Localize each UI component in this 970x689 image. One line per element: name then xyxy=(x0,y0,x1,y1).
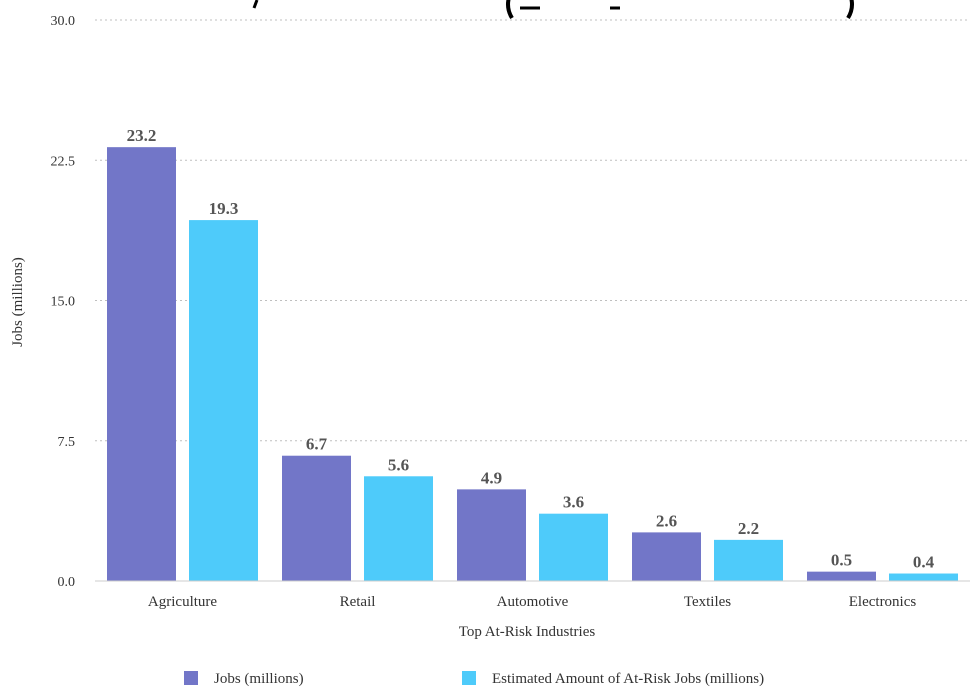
bar xyxy=(107,147,176,581)
data-labels: 23.2 19.3 6.7 5.6 4.9 3.6 2.6 2.2 0.5 0.4 xyxy=(125,125,936,573)
x-tick-label: Electronics xyxy=(849,594,917,610)
data-label: 2.6 xyxy=(656,511,677,530)
legend-label: Jobs (millions) xyxy=(214,671,304,687)
legend: Jobs (millions) Estimated Amount of At-Ri… xyxy=(184,671,764,687)
x-tick-label: Textiles xyxy=(684,594,731,610)
y-tick-label: 22.5 xyxy=(51,154,76,169)
data-label: 19.3 xyxy=(209,199,239,218)
legend-swatch xyxy=(462,671,476,685)
y-tick-label: 7.5 xyxy=(58,435,76,450)
data-label: 4.9 xyxy=(481,468,502,487)
bar xyxy=(282,455,351,581)
y-axis-title: Jobs (millions) xyxy=(10,257,26,347)
data-label: 6.7 xyxy=(306,435,328,454)
y-tick-label: 15.0 xyxy=(51,295,76,310)
bar xyxy=(807,571,876,581)
bar xyxy=(632,532,701,581)
x-tick-label: Automotive xyxy=(497,594,569,610)
data-label: 5.6 xyxy=(388,455,409,474)
bar xyxy=(889,573,958,581)
legend-swatch xyxy=(184,671,198,685)
bar xyxy=(364,476,433,581)
x-tick-label: Agriculture xyxy=(148,594,217,610)
y-tick-label: 30.0 xyxy=(51,14,76,29)
legend-label: Estimated Amount of At-Risk Jobs (millio… xyxy=(492,671,764,687)
bars xyxy=(107,147,958,581)
data-label: 23.2 xyxy=(127,126,157,145)
y-axis-ticks: 0.0 7.5 15.0 22.5 30.0 xyxy=(51,14,76,590)
x-axis-title: Top At-Risk Industries xyxy=(459,624,596,640)
bar xyxy=(539,513,608,581)
cropped-title-fragment xyxy=(252,0,854,20)
x-axis-categories: Agriculture Retail Automotive Textiles Elect… xyxy=(148,594,916,610)
data-label: 2.2 xyxy=(738,519,759,538)
y-tick-label: 0.0 xyxy=(58,575,76,590)
bar xyxy=(714,539,783,581)
data-label: 0.5 xyxy=(831,551,852,570)
x-tick-label: Retail xyxy=(340,594,376,610)
data-label: 3.6 xyxy=(563,493,584,512)
data-label: 0.4 xyxy=(913,553,935,572)
bar xyxy=(189,220,258,581)
bar xyxy=(457,489,526,581)
